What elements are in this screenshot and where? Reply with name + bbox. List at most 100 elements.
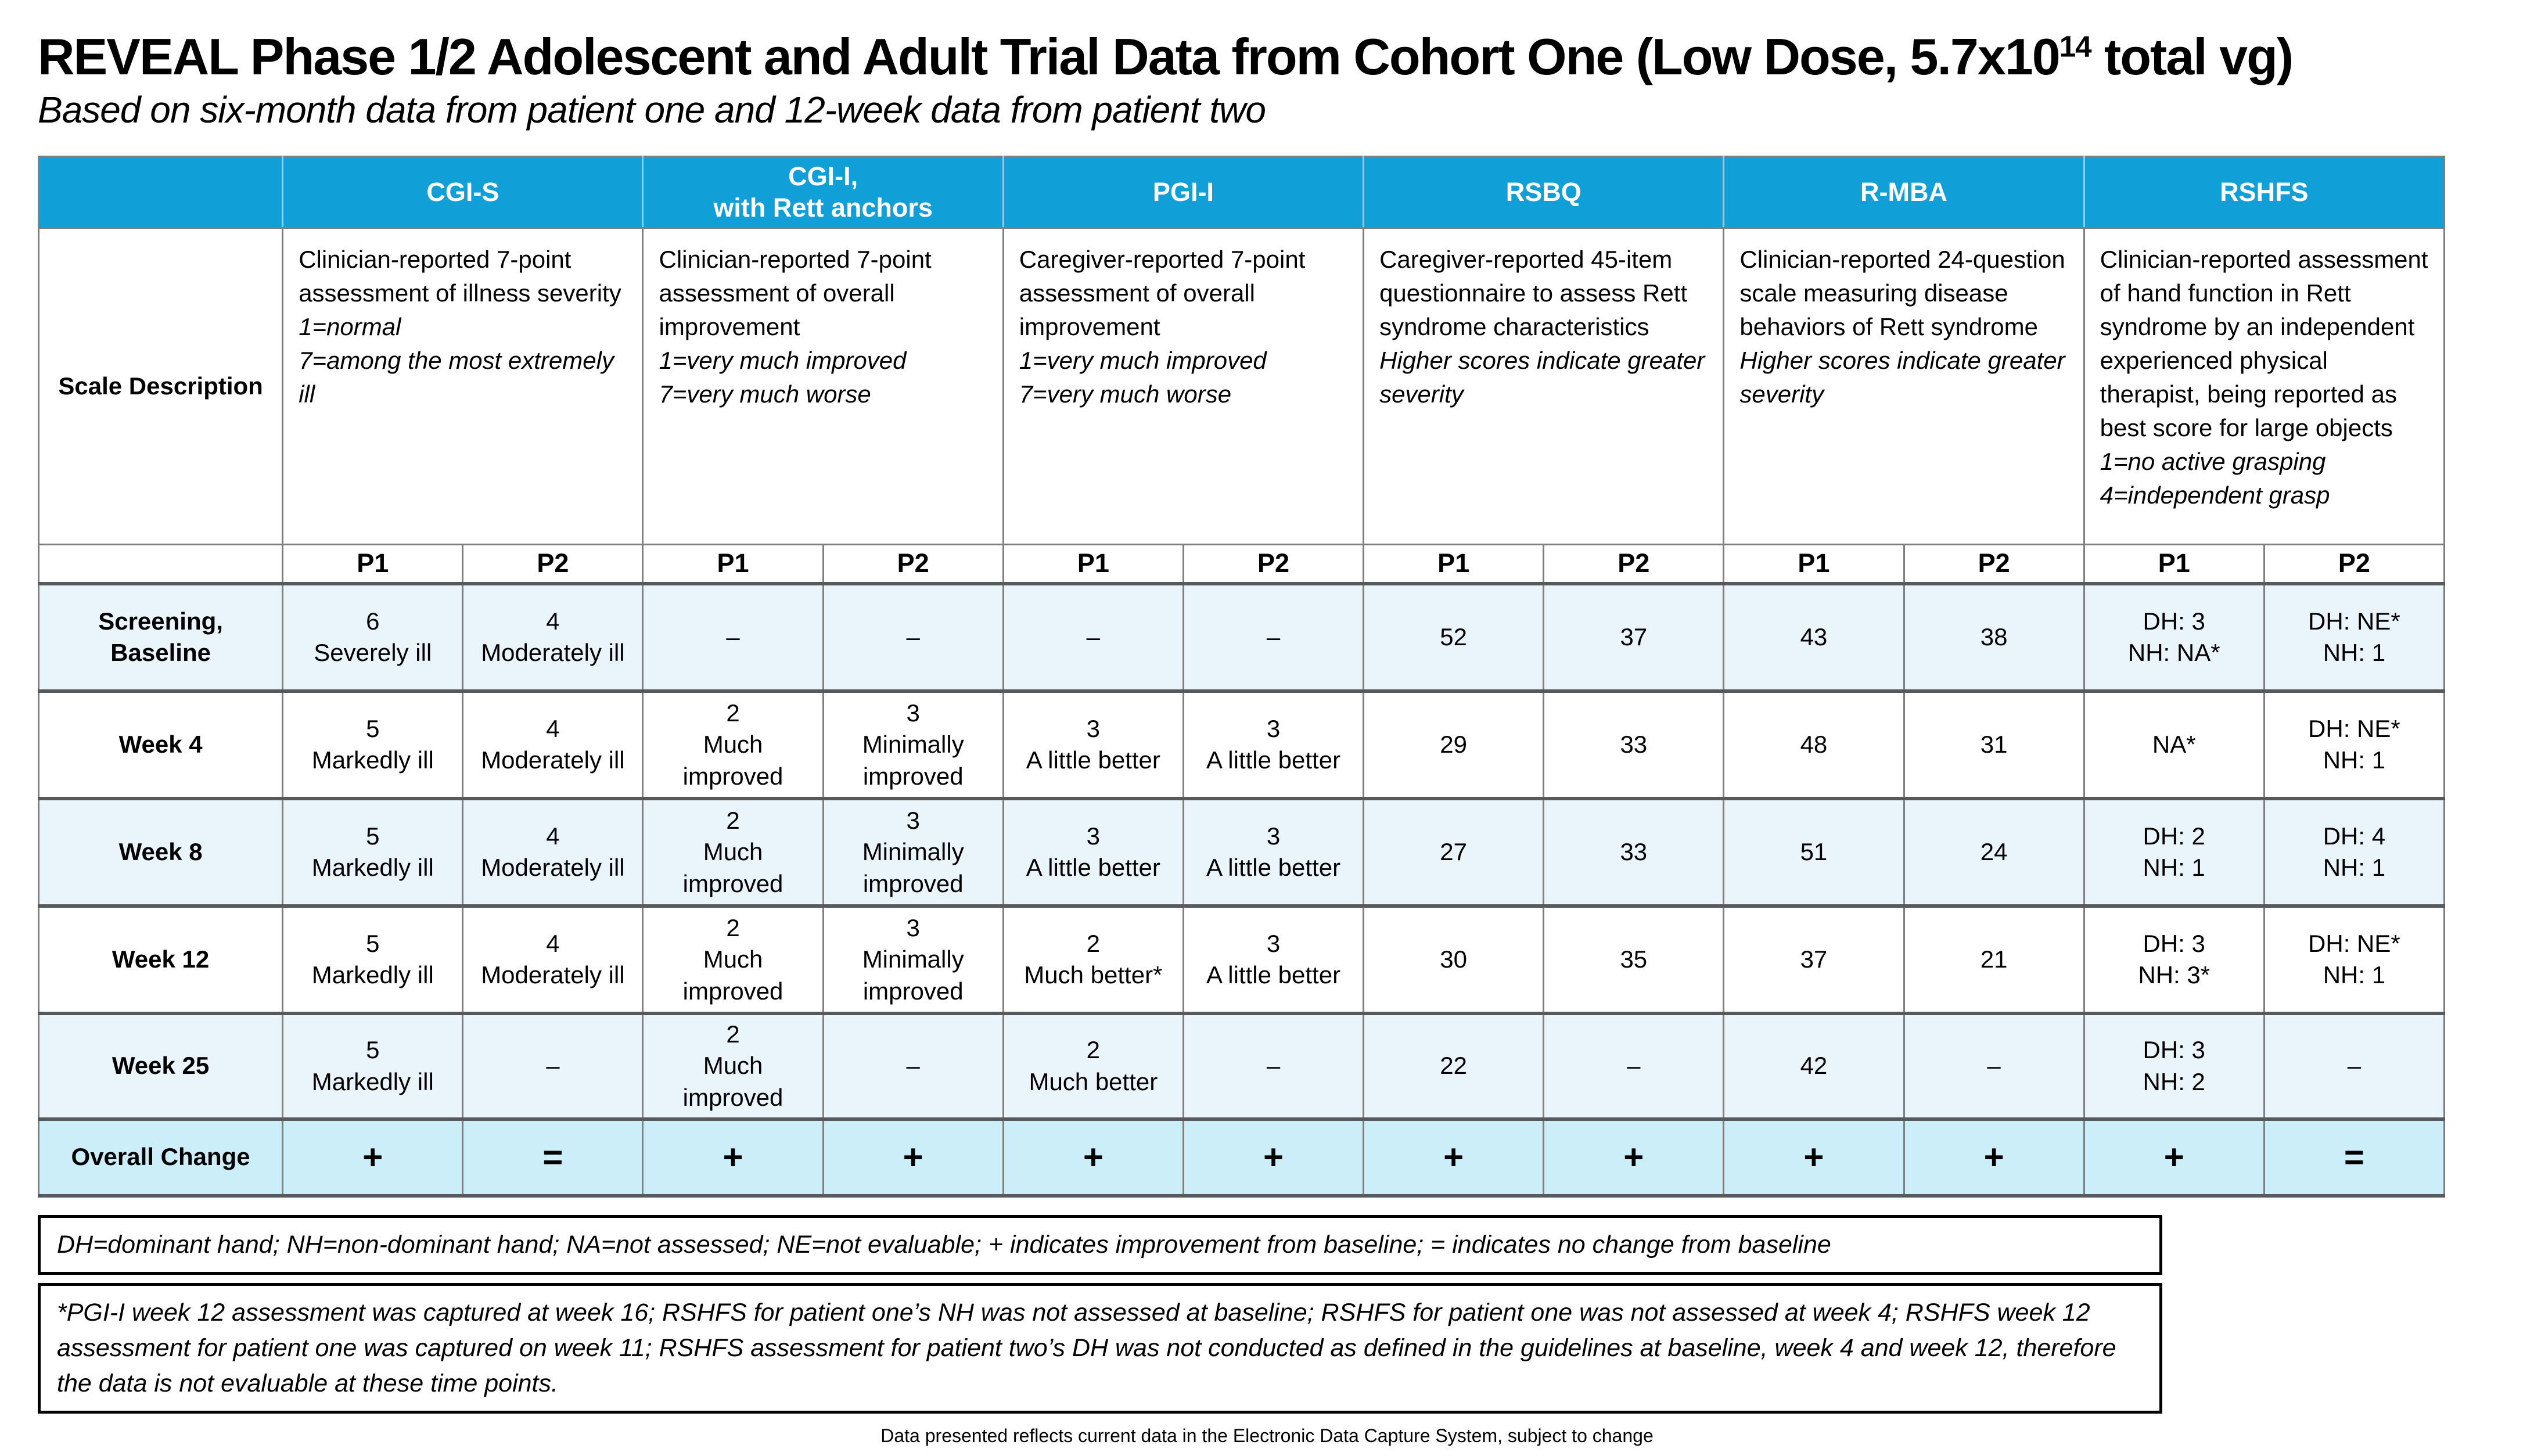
table-cell: 52 <box>1363 581 1545 692</box>
table-cell: – <box>2263 1011 2446 1120</box>
overall-change-cell: + <box>642 1117 824 1198</box>
desc-anchors: 1=normal 7=among the most extremely ill <box>299 313 614 408</box>
table-cell: 37 <box>1543 581 1725 692</box>
table-cell: 3 A little better <box>1002 796 1184 907</box>
scale-desc-cgii: Clinician-reported 7-point assessment of… <box>642 227 1004 546</box>
table-cell: 30 <box>1363 904 1545 1015</box>
table-cell: 2 Much improved <box>642 904 824 1015</box>
table-cell: 22 <box>1363 1011 1545 1120</box>
scale-header-row: CGI-S CGI-I, with Rett anchors PGI-I RSB… <box>37 156 2446 229</box>
table-cell: 3 A little better <box>1182 796 1365 907</box>
desc-anchors: 1=very much improved 7=very much worse <box>659 347 907 408</box>
overall-change-cell: + <box>282 1117 464 1198</box>
table-row-week25: Week 25 5 Markedly ill – 2 Much improved… <box>37 1011 2446 1120</box>
desc-text: Clinician-reported assessment of hand fu… <box>2100 246 2428 442</box>
table-cell: 29 <box>1363 689 1545 800</box>
table-cell: – <box>822 581 1004 692</box>
patient-header: P1 <box>2083 544 2265 585</box>
table-cell: DH: 4 NH: 1 <box>2263 796 2446 907</box>
table-row-baseline: Screening, Baseline 6 Severely ill 4 Mod… <box>37 581 2446 692</box>
data-disclaimer: Data presented reflects current data in … <box>880 1425 1654 1446</box>
overall-change-cell: = <box>462 1117 644 1198</box>
title-superscript: 14 <box>2059 30 2092 63</box>
row-label: Screening, Baseline <box>37 581 284 692</box>
desc-text: Clinician-reported 7-point assessment of… <box>659 246 932 341</box>
table-cell: 42 <box>1723 1011 1905 1120</box>
patient-header: P2 <box>822 544 1004 585</box>
table-cell: 5 Markedly ill <box>282 904 464 1015</box>
title-text: REVEAL Phase 1/2 Adolescent and Adult Tr… <box>38 28 2061 85</box>
overall-change-cell: = <box>2263 1117 2446 1198</box>
table-cell: DH: 3 NH: 3* <box>2083 904 2265 1015</box>
table-cell: 2 Much better <box>1002 1011 1184 1120</box>
scale-desc-cgis: Clinician-reported 7-point assessment of… <box>282 227 644 546</box>
asterisk-footnote-box: *PGI-I week 12 assessment was captured a… <box>38 1282 2162 1414</box>
table-cell: 2 Much improved <box>642 1011 824 1120</box>
page-title: REVEAL Phase 1/2 Adolescent and Adult Tr… <box>38 28 2499 85</box>
table-cell: DH: NE* NH: 1 <box>2263 581 2446 692</box>
patient-header: P1 <box>1002 544 1184 585</box>
overall-change-cell: + <box>1002 1117 1184 1198</box>
table-cell: 4 Moderately ill <box>462 796 644 907</box>
table-cell: 2 Much better* <box>1002 904 1184 1015</box>
row-label: Week 12 <box>37 904 284 1015</box>
header-rshfs: RSHFS <box>2083 156 2446 229</box>
row-label: Overall Change <box>37 1117 284 1198</box>
patient-header: P1 <box>1363 544 1545 585</box>
desc-text: Clinician-reported 7-point assessment of… <box>299 246 621 307</box>
table-cell: – <box>1182 581 1365 692</box>
abbreviations-footnote-box: DH=dominant hand; NH=non-dominant hand; … <box>38 1214 2162 1275</box>
desc-text: Caregiver-reported 7-point assessment of… <box>1019 246 1306 341</box>
header-rsbq: RSBQ <box>1363 156 1725 229</box>
scale-description-row: Scale Description Clinician-reported 7-p… <box>37 227 2446 546</box>
table-cell: 4 Moderately ill <box>462 904 644 1015</box>
table-cell: 35 <box>1543 904 1725 1015</box>
header-cgis: CGI-S <box>282 156 644 229</box>
patient-header-row: P1 P2 P1 P2 P1 P2 P1 P2 P1 P2 P1 P2 <box>37 544 2446 585</box>
header-cgii: CGI-I, with Rett anchors <box>642 156 1004 229</box>
table-cell: 2 Much improved <box>642 796 824 907</box>
overall-change-cell: + <box>822 1117 1004 1198</box>
overall-change-cell: + <box>1903 1117 2085 1198</box>
scale-desc-rshfs: Clinician-reported assessment of hand fu… <box>2083 227 2446 546</box>
table-cell: – <box>1903 1011 2085 1120</box>
table-cell: 2 Much improved <box>642 689 824 800</box>
table-cell: – <box>462 1011 644 1120</box>
table-cell: – <box>1182 1011 1365 1120</box>
table-cell: 43 <box>1723 581 1905 692</box>
desc-text: Caregiver-reported 45-item questionnaire… <box>1379 246 1688 341</box>
table-cell: 51 <box>1723 796 1905 907</box>
table-cell: – <box>1543 1011 1725 1120</box>
desc-anchors: Higher scores indicate greater severity <box>1379 347 1705 408</box>
table-cell: 33 <box>1543 689 1725 800</box>
table-cell: 3 Minimally improved <box>822 689 1004 800</box>
table-cell: 3 A little better <box>1182 689 1365 800</box>
table-cell: DH: 2 NH: 1 <box>2083 796 2265 907</box>
scale-desc-pgii: Caregiver-reported 7-point assessment of… <box>1002 227 1365 546</box>
table-cell: 24 <box>1903 796 2085 907</box>
asterisk-footnote-text: *PGI-I week 12 assessment was captured a… <box>57 1298 2116 1397</box>
table-cell: 4 Moderately ill <box>462 581 644 692</box>
trial-data-table: CGI-S CGI-I, with Rett anchors PGI-I RSB… <box>37 156 2446 1198</box>
table-cell: DH: NE* NH: 1 <box>2263 689 2446 800</box>
table-cell: NA* <box>2083 689 2265 800</box>
desc-anchors: 1=no active grasping 4=independent grasp <box>2100 448 2330 509</box>
corner-cell <box>37 156 284 229</box>
table-row-overall-change: Overall Change + = + + + + + + + + + = <box>37 1117 2446 1198</box>
scale-desc-rmba: Clinician-reported 24-question scale mea… <box>1723 227 2085 546</box>
patient-header: P1 <box>642 544 824 585</box>
desc-text: Clinician-reported 24-question scale mea… <box>1739 246 2065 341</box>
table-cell: – <box>1002 581 1184 692</box>
table-cell: 31 <box>1903 689 2085 800</box>
table-cell: 33 <box>1543 796 1725 907</box>
table-cell: – <box>822 1011 1004 1120</box>
scale-desc-rsbq: Caregiver-reported 45-item questionnaire… <box>1363 227 1725 546</box>
row-label: Week 25 <box>37 1011 284 1120</box>
overall-change-cell: + <box>1363 1117 1545 1198</box>
overall-change-cell: + <box>1723 1117 1905 1198</box>
table-cell: 3 A little better <box>1182 904 1365 1015</box>
row-label: Week 8 <box>37 796 284 907</box>
table-cell: 4 Moderately ill <box>462 689 644 800</box>
table-cell: – <box>642 581 824 692</box>
